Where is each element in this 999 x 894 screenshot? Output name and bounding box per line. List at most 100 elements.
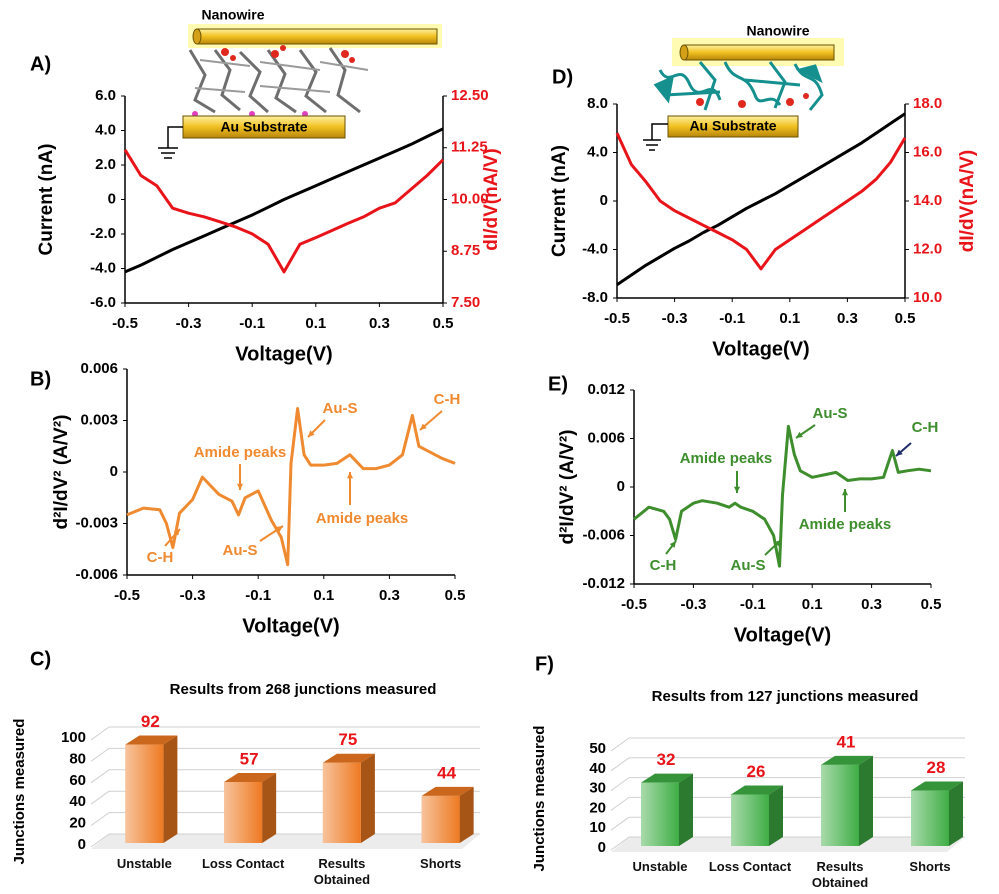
bar-side-shade [361,754,375,843]
grid-diagonal [91,813,109,826]
nanowire-end [680,45,688,60]
y-tick-label: 2.0 [95,156,116,173]
x-axis-title: Voltage(V) [734,624,831,646]
x-tick-label: 0.3 [379,587,400,604]
inset-a: Nanowire Au Substrate [158,7,442,158]
value-label: 28 [927,758,946,777]
x-tick-label: -0.1 [719,310,745,327]
y-tick-label: 0.006 [80,360,118,377]
grid-diagonal [91,748,109,761]
annotation: Amide peaks [799,516,892,533]
y-tick-label: 50 [589,740,606,757]
y-tick-label: 8.0 [587,95,608,112]
grid-diagonal [91,791,109,804]
x-axis-title: Voltage(V) [242,615,339,637]
y-tick-label: -0.006 [582,526,625,543]
y-tick-label: 80 [69,750,86,767]
x-tick-label: -0.3 [176,315,202,332]
y-tick-label: 6.0 [95,87,116,104]
chart-title: Results from 268 junctions measured [170,681,437,698]
inset-label: Au Substrate [220,119,307,135]
arrow-head [734,487,740,493]
x-tick-label: 0.1 [802,596,823,613]
value-label: 26 [747,762,766,781]
bar-side-shade [949,782,963,846]
bar-shine [731,795,769,846]
x-tick-label: -0.1 [740,596,766,613]
y-tick-label: 60 [69,772,86,789]
chart-title: Results from 127 junctions measured [652,688,919,705]
x-tick-label: 0.3 [861,596,882,613]
panel-label: C) [30,648,51,670]
y-axis-title: Current (nA) [36,144,57,256]
y-axis-title: d²I/dV² (A/V²) [557,429,578,544]
grid-diagonal [611,758,629,771]
y-tick-label: 20 [69,815,86,832]
nanowire-end [193,29,201,44]
y-tick-label: 0 [598,839,606,856]
y2-tick-label: 12.0 [913,240,942,257]
x-tick-label: -0.5 [112,315,138,332]
y-tick-label: 0 [600,192,608,209]
y-axis-title: Junctions measured [11,719,28,865]
grid-diagonal [611,738,629,751]
y-tick-label: 0.012 [587,381,625,398]
y2-tick-label: 8.75 [451,242,480,259]
x-tick-label: 0.1 [313,587,334,604]
y-tick-label: 40 [69,793,86,810]
y-tick-label: -2.0 [90,225,116,242]
y2-tick-label: 10.0 [913,289,942,306]
y-tick-label: 0 [78,836,86,853]
x-tick-label: Results Obtained [294,856,390,888]
arrow-head [842,489,848,495]
chart: Nanowire Au Substrate Nanowire Au Substr… [0,0,999,894]
y-tick-label: 10 [589,819,606,836]
annotation: Au-S [813,405,848,422]
x-axis-title: Voltage(V) [712,338,809,360]
y-tick-label: 0 [617,478,625,495]
x-tick-label: -0.1 [239,315,265,332]
x-tick-label: 0.1 [779,310,800,327]
value-label: 92 [141,712,160,731]
y-tick-label: 0 [108,190,116,207]
inset-label: Nanowire [746,23,809,39]
y-tick-label: -8.0 [582,289,608,306]
value-label: 75 [338,730,357,749]
annotation: Au-S [223,542,258,559]
bar-shine [641,783,679,846]
series-line [125,129,443,272]
annotation: Au-S [731,557,766,574]
x-tick-label: Loss Contact [702,859,798,875]
x-axis-title: Voltage(V) [235,343,332,365]
bar-side-shade [262,773,276,843]
series-line [127,409,455,565]
grid-diagonal [91,770,109,783]
y-tick-label: 20 [589,799,606,816]
figure: Nanowire Au Substrate Nanowire Au Substr… [0,0,999,894]
y-tick-label: -0.012 [582,575,625,592]
bar-shine [323,763,361,843]
y-tick-label: -6.0 [90,294,116,311]
y-tick-label: -0.006 [75,566,118,583]
value-label: 32 [657,750,676,769]
y-tick-label: -0.003 [75,514,118,531]
value-label: 41 [837,732,856,751]
x-tick-label: Results Obtained [792,859,888,891]
panel-label: D) [552,66,573,88]
x-tick-label: 0.5 [445,587,466,604]
y-tick-label: 100 [61,729,86,746]
x-tick-label: 0.5 [433,315,454,332]
annotation: C-H [650,557,677,574]
grid-diagonal [91,727,109,740]
grid-diagonal [611,817,629,830]
y2-tick-label: 14.0 [913,192,942,209]
x-tick-label: 0.5 [921,596,942,613]
bar-shine [911,791,949,846]
annotation: Amide peaks [680,450,773,467]
series-line [125,150,443,272]
series-line [634,426,931,566]
x-tick-label: -0.5 [114,587,140,604]
x-tick-label: -0.3 [180,587,206,604]
y-tick-label: 0 [110,463,118,480]
y-tick-label: 4.0 [587,143,608,160]
